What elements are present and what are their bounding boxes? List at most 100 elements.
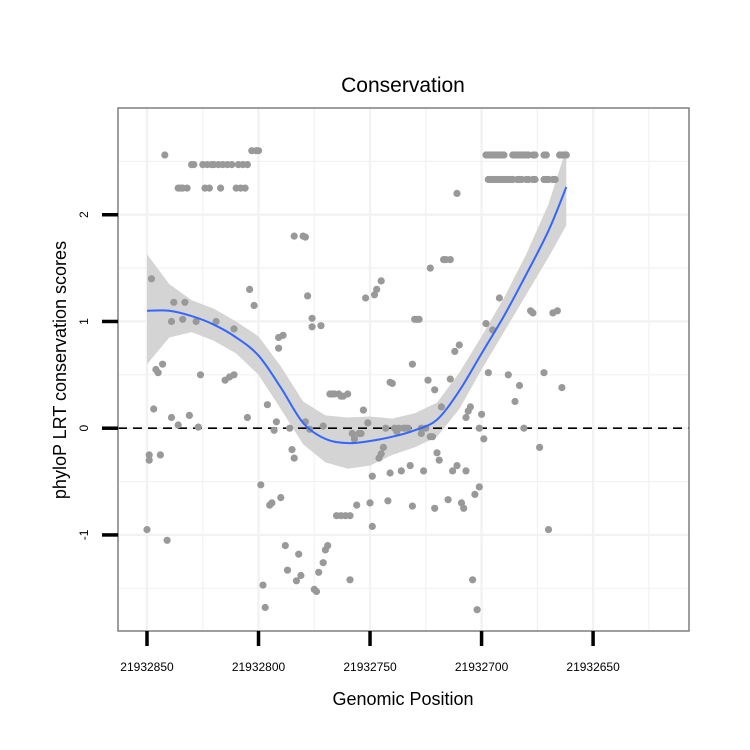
data-point	[192, 317, 200, 326]
data-point	[277, 494, 285, 502]
data-point	[246, 285, 254, 293]
data-point	[431, 504, 439, 512]
data-point	[196, 371, 205, 379]
x-tick-label: 21932700	[455, 660, 509, 674]
data-point	[319, 559, 327, 567]
data-point	[181, 298, 189, 306]
x-tick-label: 21932650	[566, 660, 620, 674]
data-point	[462, 413, 470, 422]
data-point	[368, 522, 376, 531]
data-point	[462, 467, 470, 475]
data-point	[297, 571, 305, 580]
data-point	[473, 606, 481, 614]
data-point	[435, 456, 443, 464]
data-point	[194, 423, 202, 431]
data-point	[446, 375, 454, 383]
data-point	[217, 184, 225, 192]
data-point	[241, 184, 249, 192]
data-point	[388, 379, 396, 387]
y-tick-label: -1	[77, 529, 91, 540]
data-point	[531, 175, 539, 184]
data-point	[295, 550, 303, 558]
data-point	[382, 424, 390, 432]
data-point	[288, 446, 296, 454]
data-point	[230, 371, 238, 379]
data-point	[457, 499, 466, 507]
data-point	[482, 320, 490, 328]
data-point	[292, 577, 300, 585]
data-point	[145, 456, 153, 464]
data-point	[205, 184, 213, 192]
data-point	[308, 323, 316, 331]
data-point	[417, 429, 425, 438]
data-point	[353, 501, 361, 509]
data-point	[362, 294, 370, 302]
data-point	[174, 421, 182, 429]
data-point	[475, 424, 483, 432]
data-point	[433, 449, 441, 457]
data-point	[368, 472, 376, 480]
data-point	[480, 435, 488, 443]
data-point	[515, 381, 524, 390]
data-point	[283, 566, 292, 574]
y-axis-ticks: -1 0 1 2	[77, 211, 118, 540]
y-axis-title: phyloP LRT conservation scores	[50, 241, 70, 499]
data-point	[551, 175, 559, 184]
x-tick-label: 21932850	[120, 660, 174, 674]
x-tick-label: 21932750	[343, 660, 397, 674]
data-point	[553, 307, 562, 315]
data-point	[542, 151, 550, 159]
data-point	[529, 309, 537, 317]
data-point	[558, 384, 566, 392]
data-point	[504, 371, 512, 379]
data-point	[344, 390, 352, 398]
data-point	[444, 496, 452, 504]
data-point	[154, 369, 162, 377]
data-point	[373, 285, 381, 293]
data-point	[315, 568, 323, 576]
data-point	[449, 467, 457, 475]
data-point	[270, 426, 278, 434]
data-point	[348, 429, 356, 438]
data-point	[366, 499, 374, 507]
data-point	[190, 161, 198, 169]
data-point	[324, 542, 332, 550]
y-tick-label: 2	[77, 211, 91, 218]
data-point	[167, 317, 176, 326]
data-point	[185, 411, 193, 419]
data-point	[446, 256, 454, 264]
data-point	[437, 403, 445, 411]
x-axis-ticks: 21932850 21932800 21932750 21932700 21932650	[120, 631, 620, 674]
data-point	[415, 315, 423, 323]
data-point	[272, 418, 280, 426]
data-point	[147, 275, 156, 283]
smooth-trend-line	[146, 186, 568, 445]
data-point	[257, 481, 265, 489]
data-point	[453, 189, 461, 197]
data-point	[304, 292, 312, 300]
data-point	[250, 301, 258, 310]
x-tick-label: 21932800	[232, 660, 286, 674]
data-point	[281, 542, 289, 550]
data-point	[531, 151, 539, 159]
data-point	[424, 376, 432, 384]
data-point	[536, 443, 544, 451]
data-point	[370, 291, 379, 299]
data-point	[500, 151, 508, 159]
data-point	[379, 443, 387, 451]
plot-panel-border	[117, 107, 690, 632]
data-point	[156, 451, 164, 459]
data-point	[275, 344, 283, 352]
data-point	[377, 277, 385, 285]
data-point	[478, 410, 486, 418]
data-point	[286, 424, 294, 432]
data-point	[243, 161, 251, 169]
data-point	[290, 232, 298, 240]
data-point	[150, 405, 158, 413]
data-point	[350, 435, 358, 443]
data-point	[420, 467, 428, 475]
data-point	[475, 483, 483, 491]
data-point	[384, 497, 392, 505]
data-point	[408, 502, 416, 510]
data-point	[359, 406, 367, 414]
